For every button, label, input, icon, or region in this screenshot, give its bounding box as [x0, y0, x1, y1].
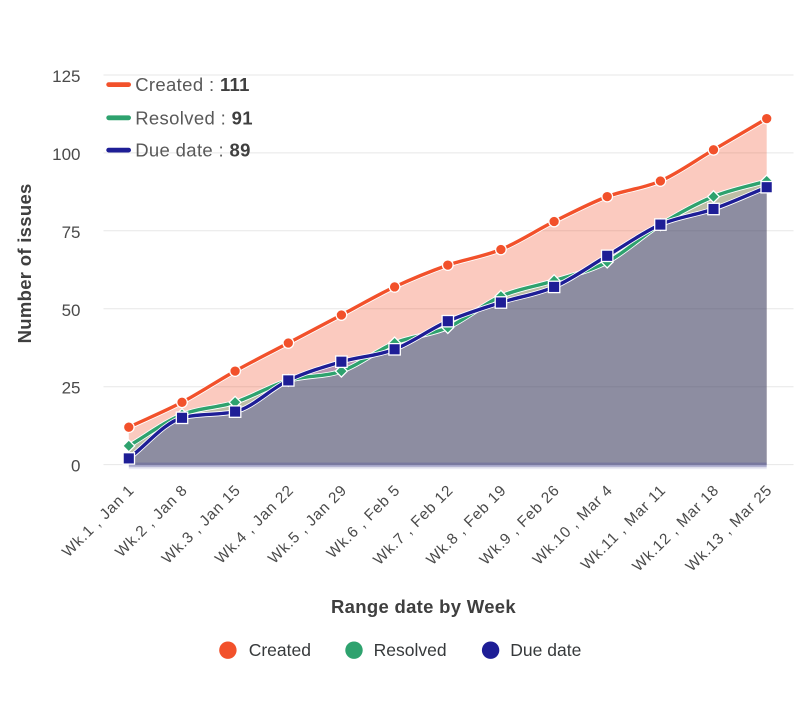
- svg-text:25: 25: [62, 379, 81, 398]
- svg-text:Created : 111: Created : 111: [135, 74, 250, 95]
- svg-text:Due date: Due date: [510, 640, 581, 660]
- svg-text:0: 0: [71, 457, 80, 476]
- svg-text:125: 125: [52, 67, 80, 86]
- svg-text:Due date : 89: Due date : 89: [135, 140, 251, 161]
- svg-text:100: 100: [52, 145, 80, 164]
- svg-text:Number of issues: Number of issues: [14, 183, 35, 343]
- svg-text:50: 50: [62, 301, 81, 320]
- svg-text:Resolved : 91: Resolved : 91: [135, 107, 253, 128]
- svg-text:Range date by Week: Range date by Week: [331, 596, 516, 617]
- svg-text:Created: Created: [249, 640, 311, 660]
- svg-text:75: 75: [62, 223, 81, 242]
- svg-text:Resolved: Resolved: [374, 640, 447, 660]
